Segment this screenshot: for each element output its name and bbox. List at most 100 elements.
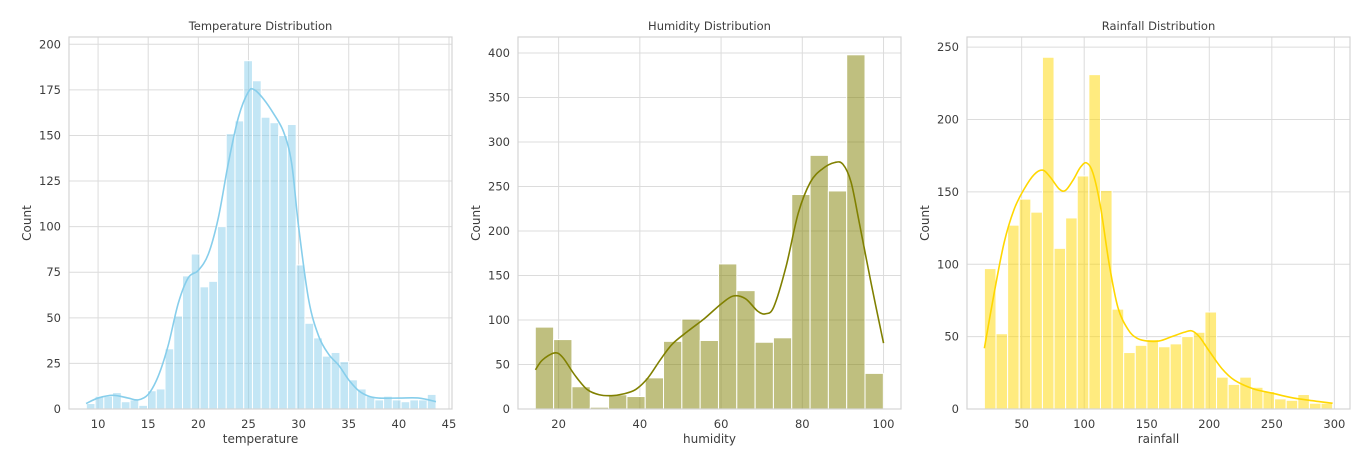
y-tick-label: 100 bbox=[488, 313, 510, 327]
y-tick-label: 250 bbox=[488, 180, 510, 194]
histogram-bar bbox=[260, 116, 271, 410]
histogram-bar bbox=[1239, 376, 1252, 410]
x-tick-label: 10 bbox=[91, 417, 106, 431]
y-tick-label: 25 bbox=[46, 356, 61, 370]
histogram-bar bbox=[772, 337, 793, 410]
histogram-bar bbox=[754, 341, 774, 410]
histogram-bar bbox=[155, 388, 166, 410]
histogram-bar bbox=[681, 318, 701, 410]
histogram-bar bbox=[304, 322, 315, 410]
histogram-bar bbox=[1320, 402, 1334, 410]
y-tick-label: 150 bbox=[937, 185, 959, 199]
histogram-bar bbox=[269, 122, 280, 410]
x-tick-label: 25 bbox=[241, 417, 256, 431]
x-axis-label: rainfall bbox=[1138, 432, 1179, 446]
rainfall-plot: 50 100 150 200 250 300 0 50 100 150 200 250 Rainfall… bbox=[918, 19, 1351, 446]
x-tick-label: 100 bbox=[873, 417, 895, 431]
histogram-bar bbox=[1181, 336, 1194, 410]
y-tick-label: 75 bbox=[46, 265, 61, 279]
x-tick-label: 15 bbox=[141, 417, 156, 431]
histogram-bars bbox=[983, 56, 1334, 410]
humidity-plot: 20 40 60 80 100 0 50 100 150 200 250 300 350 400 Humid… bbox=[469, 19, 902, 446]
y-tick-label: 0 bbox=[54, 402, 61, 416]
histogram-bar bbox=[1018, 198, 1032, 410]
histogram-bar bbox=[216, 226, 227, 410]
plot-frame bbox=[966, 36, 1351, 410]
histogram-bar bbox=[608, 394, 628, 410]
histogram-bar bbox=[809, 154, 829, 410]
histogram-bar bbox=[251, 80, 262, 410]
histogram-bars bbox=[85, 60, 437, 410]
histogram-bar bbox=[199, 286, 210, 410]
x-tick-label: 200 bbox=[1198, 417, 1220, 431]
histogram-bar bbox=[1158, 346, 1171, 410]
histogram-bar bbox=[864, 372, 884, 410]
histogram-bar bbox=[234, 120, 245, 410]
histogram-bar bbox=[391, 399, 402, 410]
y-tick-label: 0 bbox=[952, 402, 959, 416]
y-tick-label: 150 bbox=[488, 269, 510, 283]
histogram-bar bbox=[278, 134, 288, 410]
histogram-bar bbox=[1030, 211, 1043, 410]
y-axis-label: Count bbox=[20, 205, 34, 241]
x-axis-label: temperature bbox=[223, 432, 298, 446]
histogram-bar bbox=[827, 190, 848, 410]
x-tick-label: 300 bbox=[1323, 417, 1345, 431]
y-tick-label: 100 bbox=[39, 220, 61, 234]
histogram-bar bbox=[626, 396, 646, 410]
histogram-bar bbox=[129, 399, 140, 410]
histogram-bar bbox=[644, 377, 665, 410]
histogram-bar bbox=[418, 399, 428, 410]
histogram-bar bbox=[1169, 343, 1183, 410]
y-tick-label: 200 bbox=[39, 37, 61, 51]
histogram-bar bbox=[321, 355, 332, 410]
histogram-bar bbox=[208, 280, 218, 410]
plot-frame bbox=[68, 36, 453, 410]
histogram-bar bbox=[243, 60, 253, 410]
histogram-bar bbox=[409, 399, 420, 410]
x-tick-label: 40 bbox=[392, 417, 407, 431]
histogram-bar bbox=[699, 339, 719, 410]
histogram-bar bbox=[295, 264, 306, 410]
temperature-plot: 10 15 20 25 30 35 40 45 0 25 50 75 100 125 150 175 200 Te… bbox=[20, 19, 456, 446]
x-tick-label: 20 bbox=[551, 417, 566, 431]
humidity-chart: 20 40 60 80 100 0 50 100 150 200 250 300 350 400 Humid… bbox=[455, 0, 910, 461]
rainfall-chart: 50 100 150 200 250 300 0 50 100 150 200 250 Rainfall… bbox=[905, 0, 1366, 461]
x-tick-label: 150 bbox=[1136, 417, 1158, 431]
y-tick-label: 175 bbox=[39, 83, 61, 97]
y-tick-label: 100 bbox=[937, 257, 959, 271]
histogram-bar bbox=[1088, 74, 1101, 410]
histogram-bar bbox=[164, 348, 175, 410]
plot-frame bbox=[517, 36, 902, 410]
y-tick-label: 200 bbox=[488, 224, 510, 238]
histogram-bar bbox=[1041, 56, 1055, 410]
histogram-bars bbox=[534, 54, 884, 410]
histogram-bar bbox=[995, 333, 1009, 410]
histogram-bar bbox=[1111, 308, 1125, 410]
histogram-bar bbox=[553, 339, 573, 410]
histogram-bar bbox=[313, 337, 323, 410]
histogram-bar bbox=[1227, 383, 1241, 410]
x-tick-label: 250 bbox=[1261, 417, 1283, 431]
histogram-bar bbox=[182, 275, 192, 410]
y-tick-label: 0 bbox=[503, 402, 510, 416]
x-tick-label: 35 bbox=[341, 417, 356, 431]
y-tick-label: 400 bbox=[488, 46, 510, 60]
histogram-bar bbox=[1123, 352, 1136, 410]
histogram-bar bbox=[120, 401, 131, 410]
histogram-bar bbox=[1297, 394, 1310, 410]
histogram-bar bbox=[400, 401, 411, 410]
histogram-bar bbox=[1134, 344, 1148, 410]
y-tick-label: 50 bbox=[944, 330, 959, 344]
x-tick-label: 80 bbox=[795, 417, 810, 431]
y-tick-label: 250 bbox=[937, 40, 959, 54]
histogram-bar bbox=[173, 315, 184, 410]
histogram-bar bbox=[85, 403, 96, 410]
histogram-bar bbox=[1262, 391, 1276, 410]
histogram-bar bbox=[1216, 376, 1229, 410]
histogram-bar bbox=[374, 399, 385, 410]
histogram-bar bbox=[103, 395, 114, 410]
x-tick-label: 40 bbox=[633, 417, 648, 431]
temperature-chart: 10 15 20 25 30 35 40 45 0 25 50 75 100 125 150 175 200 Te… bbox=[0, 0, 460, 461]
x-tick-label: 100 bbox=[1073, 417, 1095, 431]
